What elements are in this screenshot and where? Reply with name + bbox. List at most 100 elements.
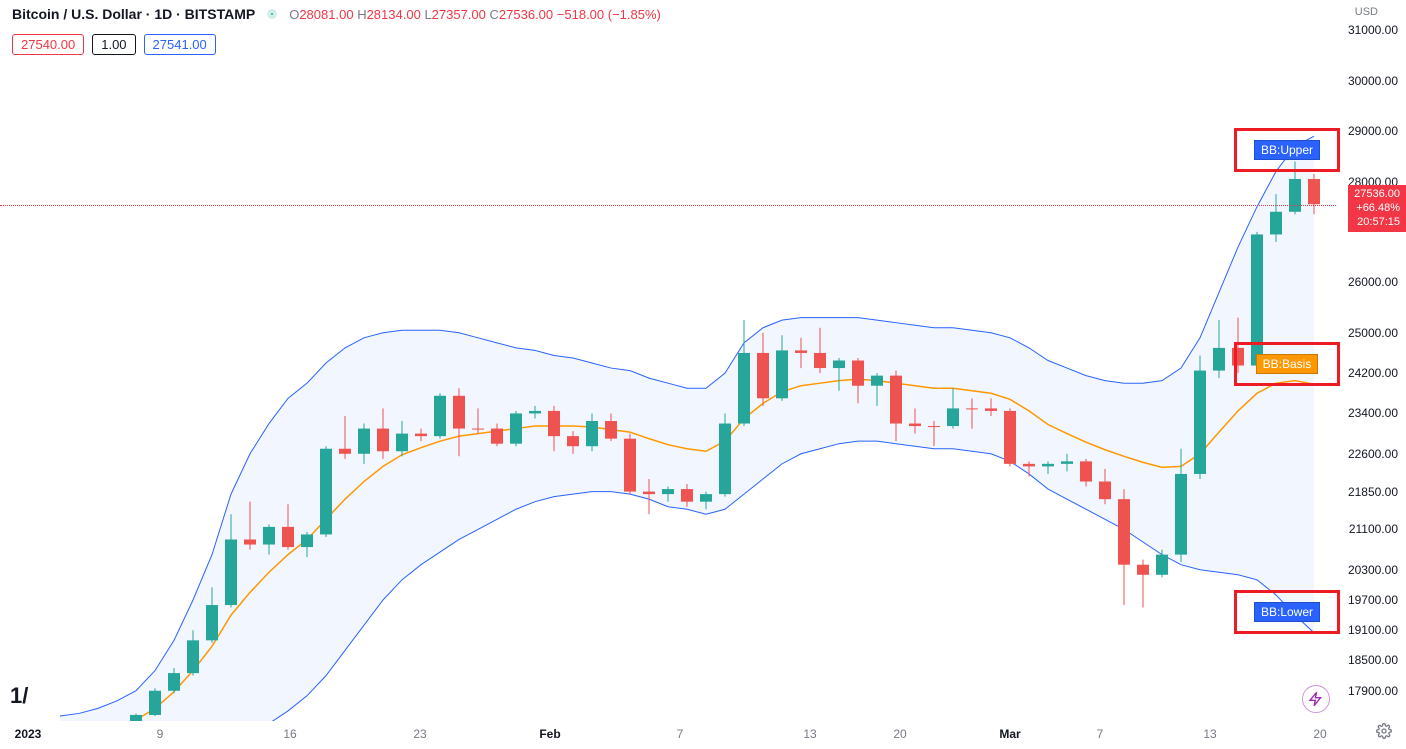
candle-body	[1023, 464, 1035, 467]
candle-body	[548, 411, 560, 436]
annotation-label: BB:Upper	[1254, 140, 1320, 160]
candle-body	[586, 421, 598, 446]
y-tick-label: 21850.00	[1348, 485, 1398, 499]
candle-body	[681, 489, 693, 502]
y-tick-label: 26000.00	[1348, 275, 1398, 289]
candle-body	[244, 539, 256, 544]
y-tick-label: 25000.00	[1348, 326, 1398, 340]
candle-body	[206, 605, 218, 640]
candle-body	[1156, 555, 1168, 575]
y-tick-label: 17900.00	[1348, 684, 1398, 698]
candle-body	[966, 408, 978, 409]
y-tick-label: 24200.00	[1348, 366, 1398, 380]
candle-body	[852, 361, 864, 386]
x-tick-label: 23	[413, 727, 426, 741]
annotation-box: BB:Lower	[1234, 590, 1340, 634]
gear-icon[interactable]	[1370, 717, 1398, 745]
y-tick-label: 20300.00	[1348, 563, 1398, 577]
x-axis[interactable]: 2023 9 16 23 Feb 7 13 20 Mar 7 13 20	[0, 721, 1336, 749]
y-tick-label: 19100.00	[1348, 623, 1398, 637]
candle-body	[1213, 348, 1225, 371]
candle-body	[928, 426, 940, 427]
x-tick-label: 7	[1097, 727, 1104, 741]
candle-body	[510, 413, 522, 443]
price-box-pct: +66.48%	[1354, 201, 1400, 215]
y-tick-label: 30000.00	[1348, 74, 1398, 88]
candle-body	[225, 539, 237, 605]
y-tick-label: 21100.00	[1349, 522, 1398, 536]
candle-body	[130, 715, 142, 721]
candle-body	[985, 408, 997, 411]
candle-body	[643, 492, 655, 495]
candle-body	[757, 353, 769, 398]
x-tick-label: 20	[893, 727, 906, 741]
candle-body	[1308, 179, 1320, 204]
annotation-box: BB:Basis	[1234, 342, 1340, 386]
x-tick-label: 13	[1203, 727, 1216, 741]
y-tick-label: 29000.00	[1348, 124, 1398, 138]
candle-body	[263, 527, 275, 545]
current-price-box: 27536.00+66.48%20:57:15	[1348, 185, 1406, 232]
candle-body	[301, 534, 313, 547]
candle-body	[282, 527, 294, 547]
x-tick-label: 2023	[15, 727, 42, 741]
candle-body	[529, 411, 541, 414]
candle-body	[339, 449, 351, 454]
x-tick-label: Feb	[539, 727, 560, 741]
x-tick-label: 7	[677, 727, 684, 741]
candle-body	[1175, 474, 1187, 555]
x-tick-label: Mar	[999, 727, 1020, 741]
candle-body	[814, 353, 826, 368]
flash-icon[interactable]	[1302, 685, 1330, 713]
price-chart[interactable]	[0, 0, 1336, 721]
candle-body	[453, 396, 465, 429]
candle-body	[1080, 461, 1092, 481]
candle-body	[833, 361, 845, 369]
x-tick-label: 16	[283, 727, 296, 741]
candle-body	[776, 350, 788, 398]
currency-label: USD	[1355, 6, 1378, 18]
candle-body	[491, 429, 503, 444]
bb-fill	[60, 136, 1314, 721]
price-box-time: 20:57:15	[1354, 215, 1400, 229]
x-tick-label: 13	[803, 727, 816, 741]
candle-body	[605, 421, 617, 439]
candle-body	[624, 439, 636, 492]
y-tick-label: 19700.00	[1348, 593, 1398, 607]
candle-body	[909, 424, 921, 427]
y-axis[interactable]: USD 31000.0030000.0029000.0028000.002600…	[1336, 0, 1406, 718]
candle-body	[1137, 565, 1149, 575]
candle-body	[187, 640, 199, 673]
candle-body	[871, 376, 883, 386]
y-tick-label: 31000.00	[1348, 23, 1398, 37]
candle-body	[947, 408, 959, 426]
candle-body	[358, 429, 370, 454]
candle-body	[415, 434, 427, 437]
candle-body	[168, 673, 180, 691]
candle-body	[320, 449, 332, 535]
candle-body	[662, 489, 674, 494]
candle-body	[149, 691, 161, 715]
y-tick-label: 22600.00	[1348, 447, 1398, 461]
candle-body	[377, 429, 389, 452]
candle-body	[1099, 482, 1111, 500]
candle-body	[434, 396, 446, 436]
candle-body	[1194, 371, 1206, 474]
candle-body	[719, 424, 731, 495]
candle-body	[472, 429, 484, 430]
candle-body	[396, 434, 408, 452]
annotation-label: BB:Lower	[1254, 602, 1320, 622]
y-tick-label: 23400.00	[1348, 406, 1398, 420]
last-price-line	[0, 205, 1336, 206]
candle-body	[738, 353, 750, 424]
y-tick-label: 18500.00	[1348, 653, 1398, 667]
annotation-label: BB:Basis	[1256, 354, 1319, 374]
x-tick-label: 20	[1313, 727, 1326, 741]
candle-body	[890, 376, 902, 424]
price-box-price: 27536.00	[1354, 187, 1400, 201]
candle-body	[795, 350, 807, 353]
x-tick-label: 9	[157, 727, 164, 741]
candle-body	[1289, 179, 1301, 212]
candle-body	[1061, 461, 1073, 464]
tradingview-logo: 1/	[10, 683, 24, 709]
